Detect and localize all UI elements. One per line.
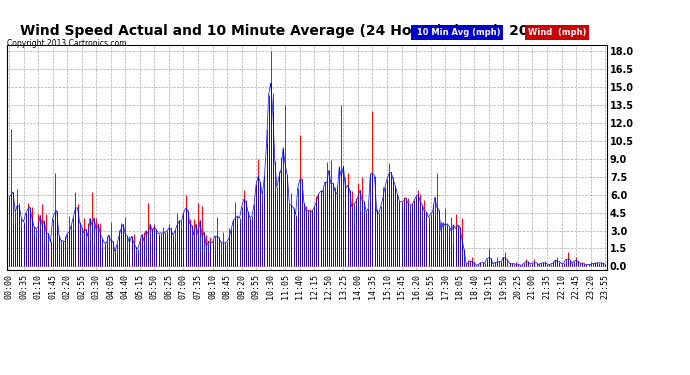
Text: Copyright 2013 Cartronics.com: Copyright 2013 Cartronics.com <box>7 39 126 48</box>
Text: Wind  (mph): Wind (mph) <box>528 28 586 37</box>
Text: 10 Min Avg (mph): 10 Min Avg (mph) <box>414 28 500 37</box>
Text: Wind Speed Actual and 10 Minute Average (24 Hours)  (New)  20130327: Wind Speed Actual and 10 Minute Average … <box>20 24 587 38</box>
